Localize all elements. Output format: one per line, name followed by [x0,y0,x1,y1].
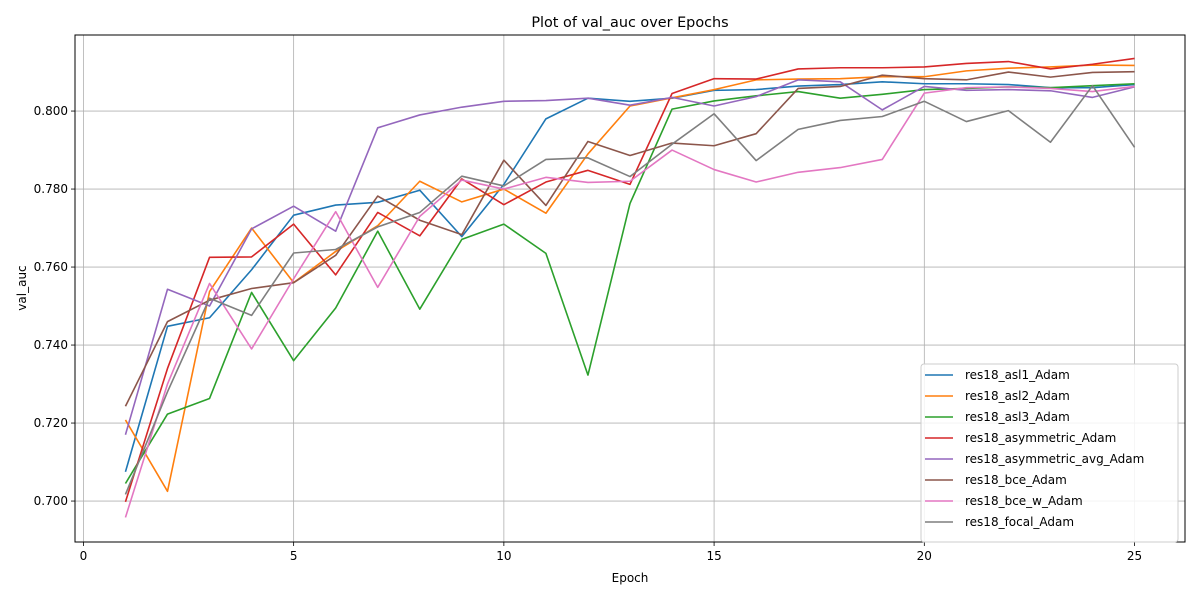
axis-ticks: 0 5 10 15 20 25 0.700 0.720 0.740 0.760 0.780 0.800 [34,104,1143,563]
x-tick-label: 10 [496,549,511,563]
x-tick-label: 0 [80,549,88,563]
series-line-res18_asymmetric_Adam [124,57,1135,503]
legend-box [920,363,1179,543]
series-line-res18_bce_Adam [124,70,1135,407]
legend-entry: res18_bce_Adam [965,473,1067,487]
y-tick-label: 0.800 [34,104,68,118]
y-tick-label: 0.740 [34,338,68,352]
y-axis-label: val_auc [15,265,29,310]
legend-entry: res18_bce_w_Adam [965,494,1083,508]
x-tick-label: 20 [917,549,932,563]
legend-entry: res18_asymmetric_avg_Adam [965,452,1144,466]
plot-frame [74,34,1186,543]
legend-entry: res18_asymmetric_Adam [965,431,1116,445]
x-tick-label: 25 [1127,549,1142,563]
x-tick-label: 15 [706,549,721,563]
y-tick-label: 0.760 [34,260,68,274]
x-tick-label: 5 [290,549,298,563]
series-lines [124,57,1136,518]
x-axis-label: Epoch [612,571,649,585]
legend-entry: res18_asl3_Adam [965,410,1070,424]
y-tick-label: 0.780 [34,182,68,196]
series-line-res18_asymmetric_avg_Adam [124,79,1135,435]
series-line-res18_focal_Adam [124,84,1136,495]
legend-entry: res18_focal_Adam [965,515,1074,529]
legend-entry: res18_asl2_Adam [965,389,1070,403]
chart-title: Plot of val_auc over Epochs [531,15,728,31]
legend-entry: res18_asl1_Adam [965,368,1070,382]
series-line-res18_asl1_Adam [124,81,1135,473]
series-line-res18_bce_w_Adam [124,85,1135,518]
y-tick-label: 0.700 [34,494,68,508]
y-tick-label: 0.720 [34,416,68,430]
legend: res18_asl1_Adam res18_asl2_Adam res18_asl3… [920,363,1179,543]
